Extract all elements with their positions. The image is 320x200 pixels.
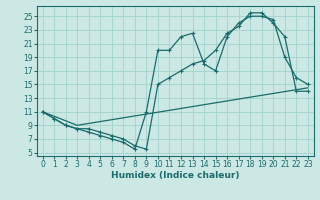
X-axis label: Humidex (Indice chaleur): Humidex (Indice chaleur) xyxy=(111,171,239,180)
